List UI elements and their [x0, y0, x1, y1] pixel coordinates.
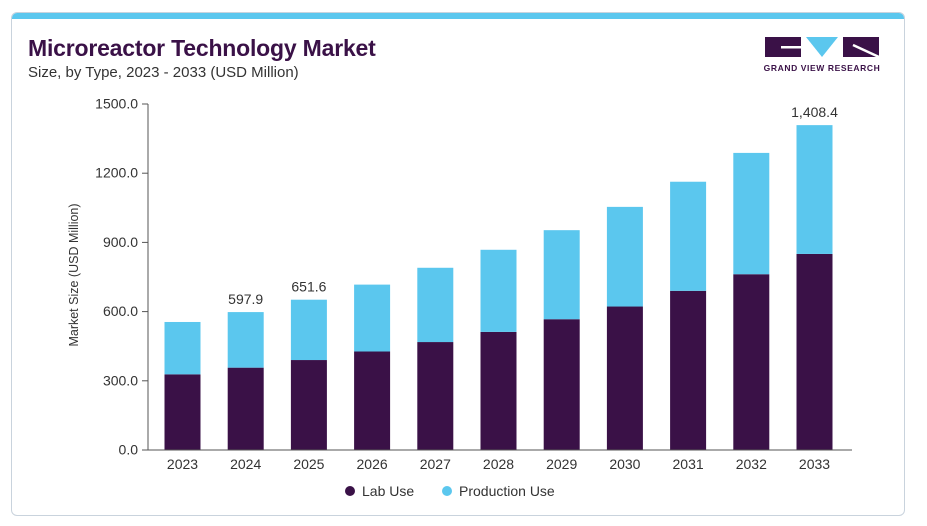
x-tick-label: 2033	[799, 456, 830, 472]
bar-production-use	[606, 206, 643, 307]
chart-subtitle: Size, by Type, 2023 - 2033 (USD Million)	[28, 64, 299, 81]
x-tick-label: 2029	[546, 456, 577, 472]
bar-production-use	[290, 299, 327, 361]
x-tick-label: 2031	[673, 456, 704, 472]
bar-lab-use	[543, 319, 580, 450]
legend-label: Lab Use	[362, 483, 414, 499]
logo-text: GRAND VIEW RESEARCH	[763, 63, 881, 73]
legend-marker-production-use	[442, 486, 452, 496]
x-tick-label: 2025	[293, 456, 324, 472]
bar-lab-use	[227, 367, 264, 450]
data-label: 651.6	[291, 279, 326, 295]
x-tick-label: 2026	[357, 456, 388, 472]
bar-production-use	[796, 125, 833, 254]
bar-production-use	[480, 249, 517, 332]
y-tick-label: 1200.0	[95, 165, 138, 181]
brand-logo: GRAND VIEW RESEARCH	[757, 35, 887, 77]
bar-lab-use	[417, 342, 454, 450]
bar-production-use	[543, 230, 580, 320]
y-tick-label: 0.0	[119, 442, 139, 458]
bar-lab-use	[606, 306, 643, 450]
bar-lab-use	[733, 274, 770, 450]
accent-bar	[12, 13, 904, 19]
y-tick-label: 900.0	[103, 234, 138, 250]
bar-lab-use	[796, 253, 833, 450]
x-tick-label: 2024	[230, 456, 261, 472]
y-axis-label: Market Size (USD Million)	[67, 203, 81, 346]
x-tick-label: 2023	[167, 456, 198, 472]
x-tick-label: 2032	[736, 456, 767, 472]
bar-production-use	[733, 152, 770, 275]
legend-marker-lab-use	[345, 486, 355, 496]
bar-lab-use	[480, 331, 517, 450]
data-label: 1,408.4	[791, 104, 838, 120]
y-tick-label: 1500.0	[95, 96, 138, 112]
x-tick-label: 2028	[483, 456, 514, 472]
x-tick-label: 2030	[609, 456, 640, 472]
data-label: 597.9	[228, 291, 263, 307]
logo-mark-icon	[765, 37, 880, 59]
y-tick-label: 600.0	[103, 303, 138, 319]
y-tick-label: 300.0	[103, 372, 138, 388]
bar-lab-use	[354, 351, 391, 450]
bar-production-use	[670, 181, 707, 291]
bar-production-use	[354, 284, 391, 352]
bar-production-use	[227, 312, 264, 368]
bar-lab-use	[670, 290, 707, 450]
chart-title: Microreactor Technology Market	[28, 35, 376, 61]
bar-lab-use	[290, 360, 327, 450]
x-tick-label: 2027	[420, 456, 451, 472]
bar-lab-use	[164, 374, 201, 450]
bar-production-use	[417, 267, 454, 343]
bar-production-use	[164, 321, 201, 375]
legend-label: Production Use	[459, 483, 555, 499]
